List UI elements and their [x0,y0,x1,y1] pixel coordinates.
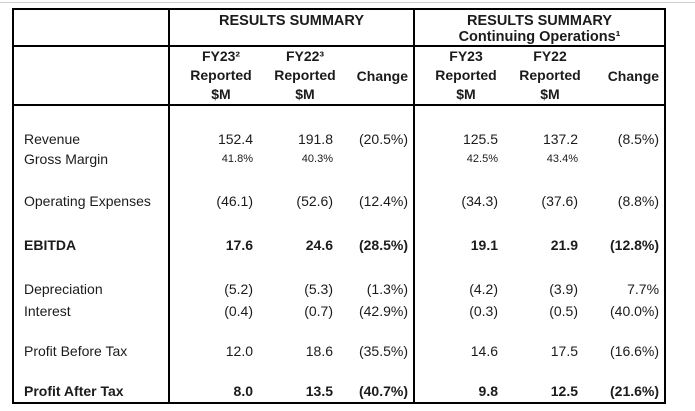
cell-right-fy22: (0.5) [549,303,578,319]
cell-left-fy22: 24.6 [305,237,333,253]
cell-left-fy23: 152.4 [217,131,253,147]
spacer-row [13,212,665,234]
row-label: Depreciation [13,278,170,300]
row-label: Gross Margin [13,150,170,168]
cell-left-change: (12.4%) [338,190,415,212]
cell-right-fy22: 43.4% [546,153,578,165]
cell-left-change: (20.5%) [338,128,415,150]
section-title-reported: RESULTS SUMMARY [169,9,415,47]
cell-right-change: (12.8%) [610,237,660,253]
cell-left-change: (35.5%) [338,340,415,362]
table-row-profit-before-tax: Profit Before Tax 12.0 18.6 (35.5%) 14.6… [13,340,665,362]
column-header-fy22-reported-right: FY22 Reported $M [503,46,583,106]
table-row-revenue: Revenue 152.4 191.8 (20.5%) 125.5 137.2 … [13,128,665,150]
cell-left-change: (40.7%) [338,380,415,403]
cell-left-fy23: 12.0 [225,343,253,359]
cell-left-fy23: (0.4) [224,303,253,319]
spacer-row [13,105,665,128]
cell-right-fy23: 9.8 [478,383,498,399]
cell-right-fy22: 12.5 [550,383,578,399]
cell-left-fy22: 40.3% [301,153,333,165]
cell-right-change: (21.6%) [610,383,660,399]
cell-left-fy23: 8.0 [233,383,253,399]
cell-left-fy22: (52.6) [296,193,333,209]
cell-right-fy23: (0.3) [469,303,498,319]
column-header-fy23-reported-left: FY23² Reported $M [169,46,258,106]
cell-right-change: (16.6%) [610,343,660,359]
cell-left-change: (42.9%) [338,300,415,322]
row-label: EBITDA [13,234,170,256]
cell-right-change: 7.7% [627,281,660,297]
cell-right-change: (40.0%) [610,303,660,319]
cell-right-change: (8.5%) [617,131,660,147]
cell-left-fy23: (5.2) [224,281,253,297]
cell-left-fy22: (0.7) [304,303,333,319]
cell-right-change [583,150,665,168]
spacer-row [13,362,665,380]
row-label: Profit After Tax [13,380,170,403]
row-label: Revenue [13,128,170,150]
cell-left-fy22: 18.6 [305,343,333,359]
results-summary-table: RESULTS SUMMARY RESULTS SUMMARY Continui… [12,8,667,404]
cell-left-change: (28.5%) [338,234,415,256]
spacer-row [13,322,665,340]
cell-right-fy22: (3.9) [549,281,578,297]
cell-right-fy23: 42.5% [466,153,498,165]
column-header-change-left: Change [338,46,415,106]
table-row-interest: Interest (0.4) (0.7) (42.9%) (0.3) (0.5)… [13,300,665,322]
cell-right-fy23: 19.1 [470,237,498,253]
row-label: Operating Expenses [13,190,170,212]
cell-left-change [338,150,415,168]
table-row-gross-margin: Gross Margin 41.8% 40.3% 42.5% 43.4% [13,150,665,168]
cell-left-fy23: 17.6 [225,237,253,253]
cell-left-fy22: 13.5 [305,383,333,399]
corner-cell [13,9,170,47]
cell-left-fy22: 191.8 [297,131,333,147]
cell-right-fy23: 14.6 [470,343,498,359]
section-title-text: RESULTS SUMMARY [219,13,364,29]
table-row-depreciation: Depreciation (5.2) (5.3) (1.3%) (4.2) (3… [13,278,665,300]
row-label: Interest [13,300,170,322]
spacer-row [13,168,665,190]
cell-right-fy22: 137.2 [542,131,578,147]
cell-right-change: (8.8%) [617,193,660,209]
cell-left-fy22: (5.3) [304,281,333,297]
top-divider-rule [0,2,695,3]
cell-right-fy22: 17.5 [550,343,578,359]
row-label-header [13,46,170,106]
table-row-operating-expenses: Operating Expenses (46.1) (52.6) (12.4%)… [13,190,665,212]
spacer-row [13,256,665,278]
section-title-text: RESULTS SUMMARY [467,13,613,29]
column-header-fy23-reported-right: FY23 Reported $M [414,46,503,106]
cell-right-fy23: (34.3) [461,193,498,209]
cell-right-fy22: 21.9 [550,237,578,253]
cell-right-fy23: (4.2) [469,281,498,297]
column-header-row: FY23² Reported $M FY22³ Reported $M Chan… [13,46,666,106]
cell-left-change: (1.3%) [338,278,415,300]
cell-right-fy22: (37.6) [541,193,578,209]
cell-left-fy23: (46.1) [216,193,253,209]
column-header-change-right: Change [583,46,666,106]
section-title-continuing-operations: RESULTS SUMMARY Continuing Operations¹ [414,9,666,47]
table-row-profit-after-tax: Profit After Tax 8.0 13.5 (40.7%) 9.8 12… [13,380,665,403]
section-subtitle-text: Continuing Operations¹ [458,29,621,45]
table-row-ebitda: EBITDA 17.6 24.6 (28.5%) 19.1 21.9 (12.8… [13,234,665,256]
section-title-row: RESULTS SUMMARY RESULTS SUMMARY Continui… [13,9,666,47]
cell-left-fy23: 41.8% [221,153,253,165]
cell-right-fy23: 125.5 [462,131,498,147]
column-header-fy22-reported-left: FY22³ Reported $M [258,46,338,106]
row-label: Profit Before Tax [13,340,170,362]
